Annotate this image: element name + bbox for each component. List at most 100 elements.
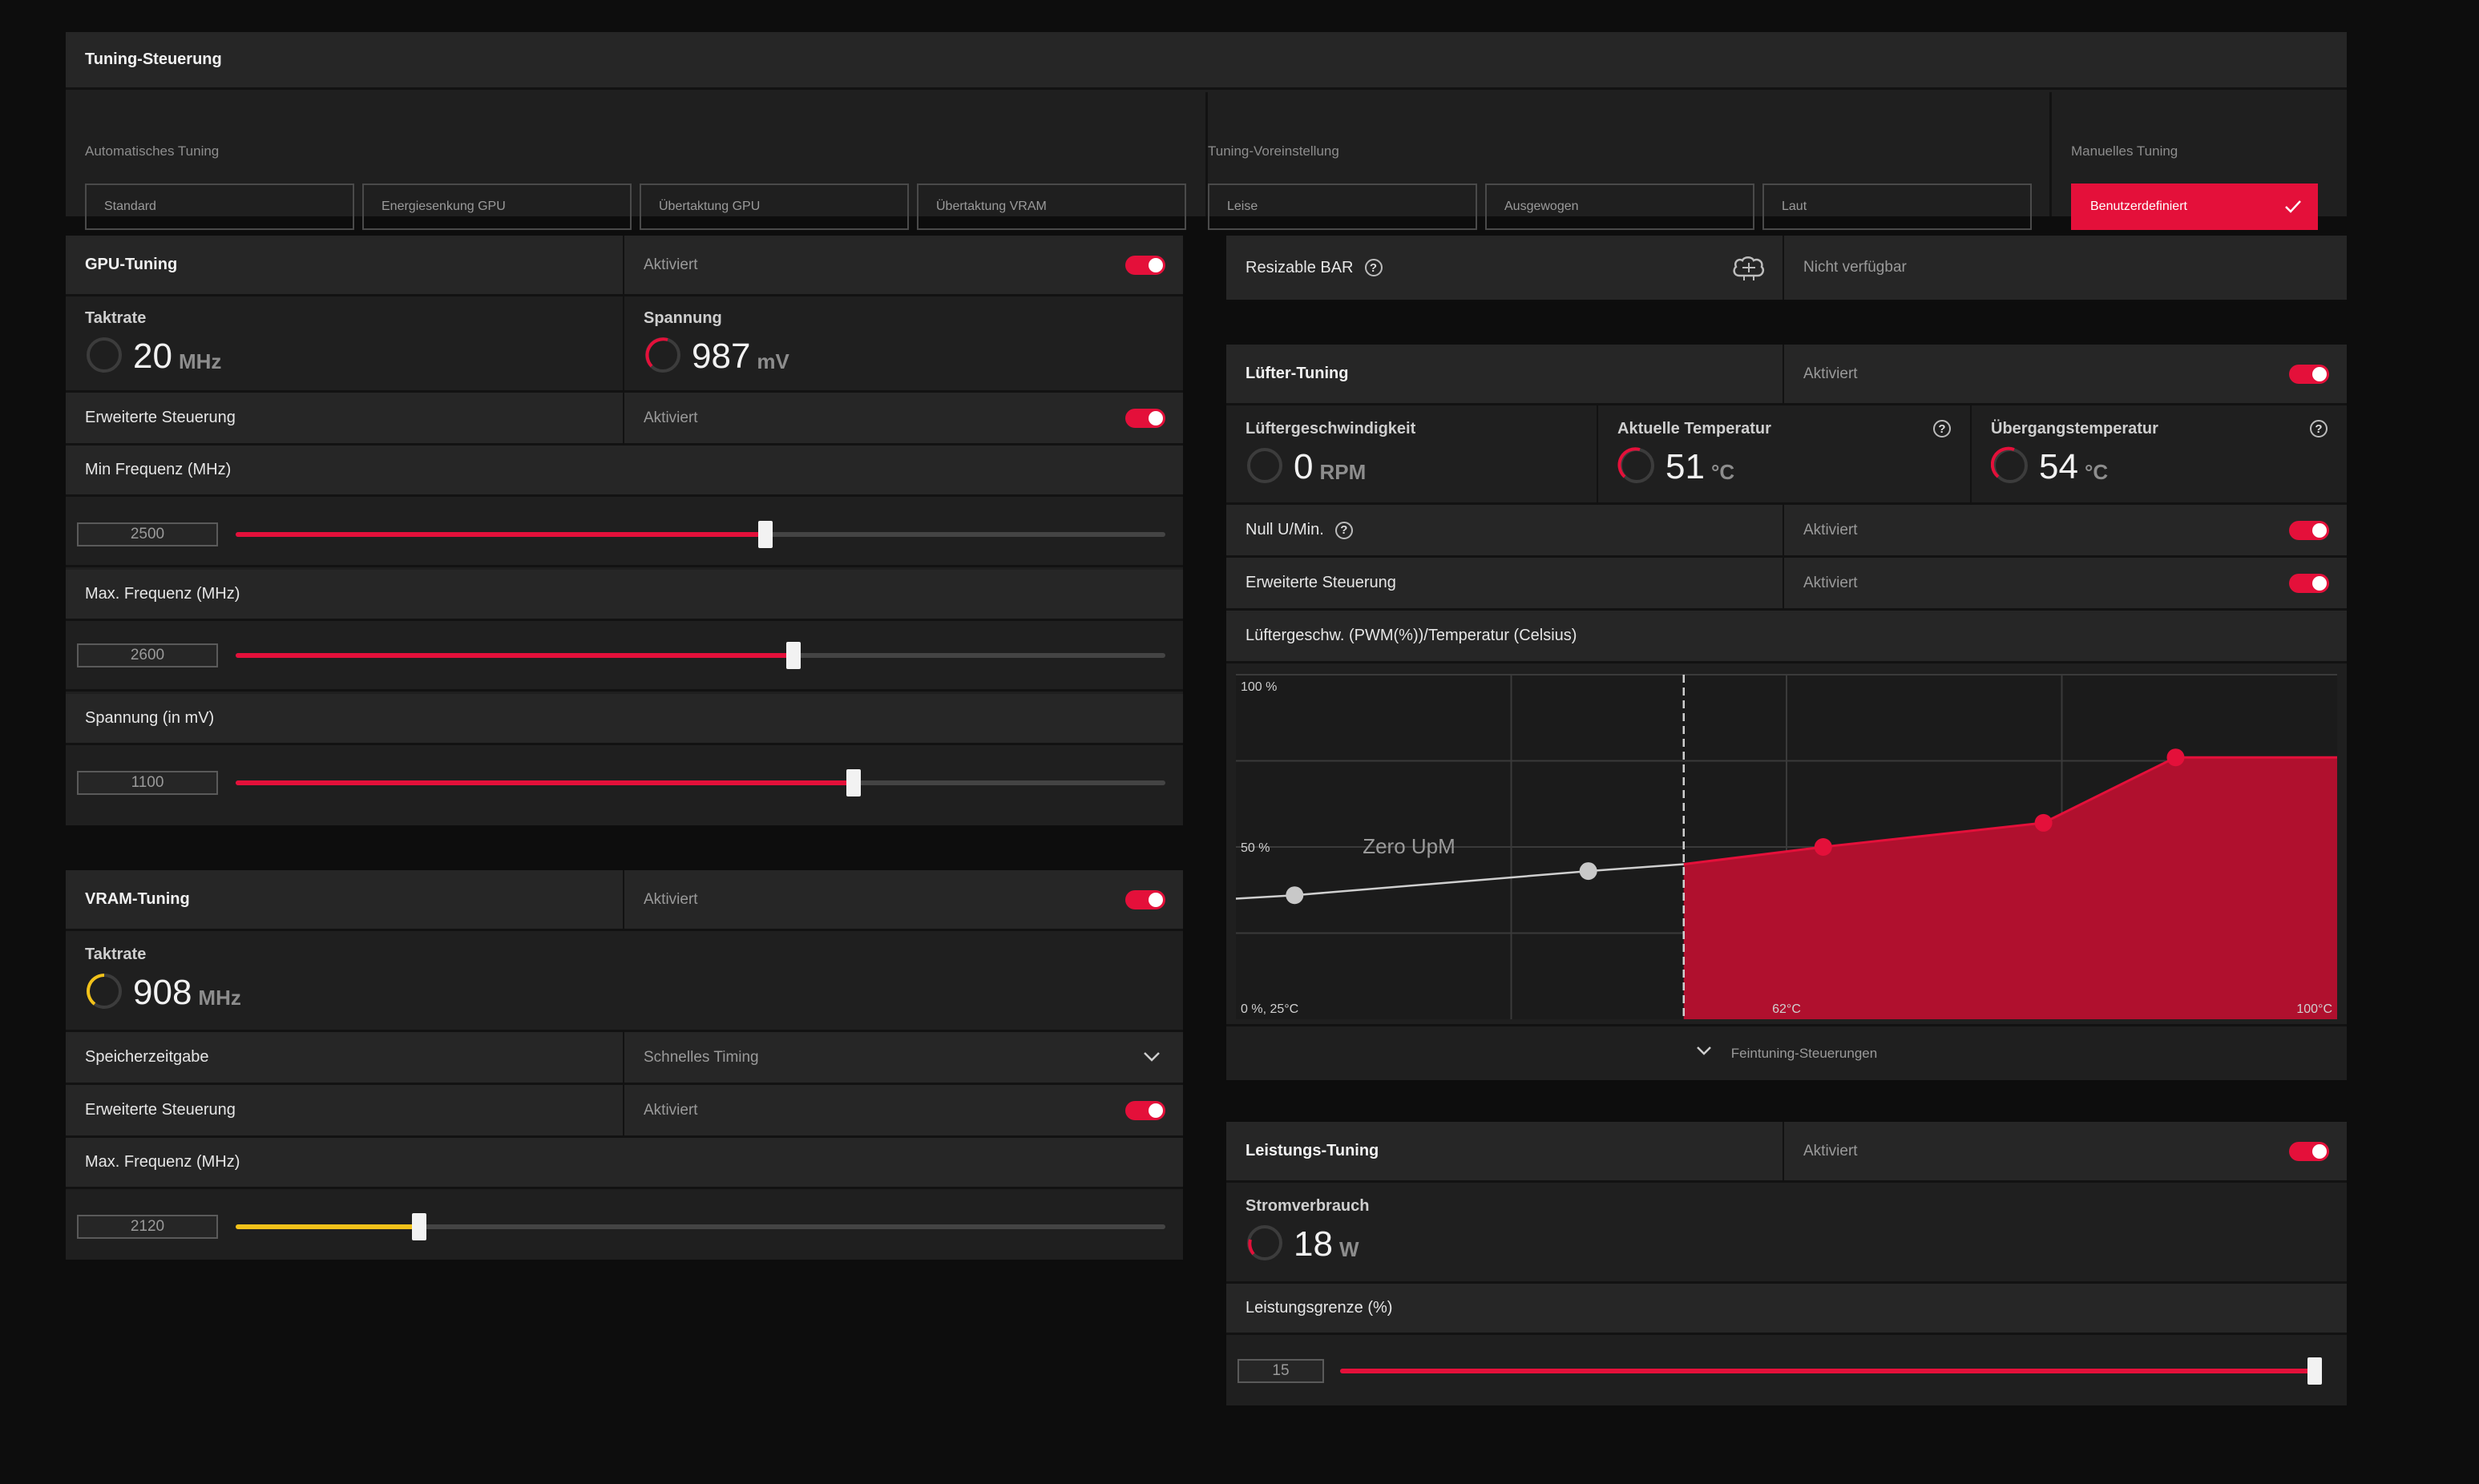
vram-advanced-toggle[interactable]	[1125, 1100, 1165, 1120]
vram-clock-label: Taktrate	[85, 946, 147, 963]
preset-standard-button[interactable]: Standard	[85, 183, 354, 230]
chart-inactive-line	[1235, 863, 1684, 900]
gpu-voltage-metric: Spannung 987 mV	[644, 309, 789, 374]
power-limit-value[interactable]: 15	[1237, 1359, 1324, 1383]
gpu-tuning-status: Aktiviert	[644, 256, 698, 273]
resizable-bar-label-cell: Resizable BAR ?	[1226, 236, 1784, 300]
max-freq-slider-thumb[interactable]	[786, 642, 801, 669]
power-tuning-status: Aktiviert	[1803, 1142, 1858, 1159]
voltage-slider-header: Spannung (in mV)	[66, 694, 1183, 745]
tuning-preset-group: Tuning-Voreinstellung Leise Ausgewogen L…	[1208, 92, 2052, 230]
power-tuning-title-cell: Leistungs-Tuning	[1226, 1122, 1784, 1180]
chart-point-inactive[interactable]	[1286, 886, 1304, 905]
fan-curve-chart[interactable]: 100 % 50 % 0 %, 25°C 62°C 100°C Zero UpM	[1226, 663, 2347, 1024]
preset-overclock-gpu-button[interactable]: Übertaktung GPU	[640, 183, 909, 230]
tuning-control-header: Tuning-Steuerung	[66, 32, 2347, 90]
help-icon[interactable]: ?	[1933, 420, 1951, 438]
gpu-tuning-panel: GPU-Tuning Aktiviert Taktrate 20 MHz Spa…	[66, 236, 1183, 825]
brain-icon	[1731, 255, 1766, 286]
gpu-clock-unit: MHz	[178, 349, 222, 373]
vram-clock-value: 908	[133, 973, 192, 1012]
memory-timing-dropdown[interactable]: Schnelles Timing	[624, 1032, 1183, 1083]
vram-advanced-status-cell: Aktiviert	[624, 1085, 1183, 1135]
manual-tuning-label: Manuelles Tuning	[2071, 143, 2178, 159]
chart-point-active[interactable]	[1814, 838, 1832, 856]
checkmark-icon	[2284, 200, 2302, 218]
gpu-voltage-cell: Spannung 987 mV	[624, 296, 1183, 390]
fan-advanced-label-cell: Erweiterte Steuerung	[1226, 558, 1784, 608]
fan-curve-header: Lüftergeschw. (PWM(%))/Temperatur (Celsi…	[1226, 611, 2347, 663]
fine-tuning-toggle-row[interactable]: Feintuning-Steuerungen	[1226, 1024, 2347, 1080]
gpu-voltage-label: Spannung	[644, 309, 722, 327]
preset-power-save-button[interactable]: Energiesenkung GPU	[362, 183, 632, 230]
max-freq-value[interactable]: 2600	[77, 643, 218, 667]
vram-tuning-toggle[interactable]	[1125, 889, 1165, 909]
gpu-tuning-title: GPU-Tuning	[85, 256, 178, 273]
voltage-slider-row: 1100	[66, 745, 1183, 825]
power-draw-value: 18	[1294, 1224, 1333, 1264]
vram-max-freq-slider[interactable]	[236, 1213, 1165, 1240]
chart-point-inactive[interactable]	[1579, 862, 1597, 881]
power-limit-slider-thumb[interactable]	[2307, 1357, 2322, 1385]
vram-clock-metric: Taktrate 908 MHz	[85, 946, 241, 1010]
preset-quiet-button[interactable]: Leise	[1208, 183, 1477, 230]
vram-tuning-title: VRAM-Tuning	[85, 890, 190, 908]
min-freq-slider-thumb[interactable]	[758, 521, 773, 548]
zero-rpm-status-cell: Aktiviert	[1784, 505, 2347, 555]
gpu-clock-cell: Taktrate 20 MHz	[66, 296, 624, 390]
chart-point-active[interactable]	[2034, 813, 2053, 832]
vram-advanced-status: Aktiviert	[644, 1101, 698, 1119]
power-limit-slider[interactable]	[1340, 1357, 2322, 1385]
manual-custom-button[interactable]: Benutzerdefiniert	[2071, 183, 2318, 230]
preset-balanced-button[interactable]: Ausgewogen	[1485, 183, 1754, 230]
chevron-down-icon	[1143, 1051, 1161, 1067]
power-tuning-toggle[interactable]	[2289, 1141, 2329, 1161]
vram-max-freq-value[interactable]: 2120	[77, 1215, 218, 1239]
manual-custom-label: Benutzerdefiniert	[2090, 200, 2187, 213]
help-icon[interactable]: ?	[2310, 420, 2328, 438]
gpu-clock-metric: Taktrate 20 MHz	[85, 309, 221, 374]
max-freq-header: Max. Frequenz (MHz)	[66, 570, 1183, 621]
fan-advanced-status: Aktiviert	[1803, 574, 1858, 591]
resizable-bar-panel: Resizable BAR ? Nicht verfügbar	[1226, 236, 2347, 300]
junction-temp-value: 54	[2039, 447, 2078, 486]
resizable-bar-label: Resizable BAR	[1246, 258, 1354, 276]
voltage-slider[interactable]	[236, 769, 1165, 796]
current-temp-label: Aktuelle Temperatur	[1617, 420, 1771, 438]
fan-advanced-status-cell: Aktiviert	[1784, 558, 2347, 608]
zero-rpm-toggle[interactable]	[2289, 520, 2329, 540]
min-freq-value[interactable]: 2500	[77, 522, 218, 546]
fan-tuning-toggle[interactable]	[2289, 364, 2329, 384]
gpu-clock-value: 20	[133, 337, 172, 376]
help-icon[interactable]: ?	[1364, 259, 1383, 276]
gpu-tuning-title-cell: GPU-Tuning	[66, 236, 624, 294]
max-freq-slider[interactable]	[236, 642, 1165, 669]
vram-max-freq-slider-thumb[interactable]	[411, 1213, 426, 1240]
memory-timing-row: Speicherzeitgabe Schnelles Timing	[66, 1032, 1183, 1085]
gpu-tuning-toggle[interactable]	[1125, 255, 1165, 275]
gpu-advanced-toggle[interactable]	[1125, 408, 1165, 428]
preset-overclock-vram-button[interactable]: Übertaktung VRAM	[917, 183, 1186, 230]
memory-timing-label-cell: Speicherzeitgabe	[66, 1032, 624, 1083]
manual-tuning-group: Manuelles Tuning Benutzerdefiniert	[2052, 92, 2347, 230]
chart-x-max-label: 100°C	[2296, 1002, 2332, 1016]
gpu-voltage-value: 987	[692, 337, 751, 376]
gpu-tuning-header: GPU-Tuning Aktiviert	[66, 236, 1183, 296]
fan-speed-cell: Lüftergeschwindigkeit 0 RPM	[1226, 405, 1598, 502]
chart-point-active[interactable]	[2166, 748, 2185, 767]
current-temp-cell: Aktuelle Temperatur 51 °C ?	[1598, 405, 1972, 502]
voltage-slider-thumb[interactable]	[846, 769, 862, 796]
help-icon[interactable]: ?	[1334, 521, 1353, 539]
resizable-bar-status: Nicht verfügbar	[1803, 259, 1907, 276]
tuning-control-panel: Tuning-Steuerung Automatisches Tuning St…	[66, 32, 2347, 230]
resizable-bar-status-cell: Nicht verfügbar	[1784, 236, 2347, 300]
fan-speed-metric: Lüftergeschwindigkeit 0 RPM	[1246, 420, 1415, 485]
fan-advanced-toggle[interactable]	[2289, 573, 2329, 593]
preset-loud-button[interactable]: Laut	[1762, 183, 2032, 230]
vram-advanced-label: Erweiterte Steuerung	[85, 1101, 236, 1119]
voltage-slider-value[interactable]: 1100	[77, 771, 218, 795]
power-tuning-status-cell: Aktiviert	[1784, 1122, 2347, 1180]
min-freq-label: Min Frequenz (MHz)	[85, 461, 232, 478]
current-temp-value: 51	[1665, 447, 1705, 486]
min-freq-slider[interactable]	[236, 521, 1165, 548]
